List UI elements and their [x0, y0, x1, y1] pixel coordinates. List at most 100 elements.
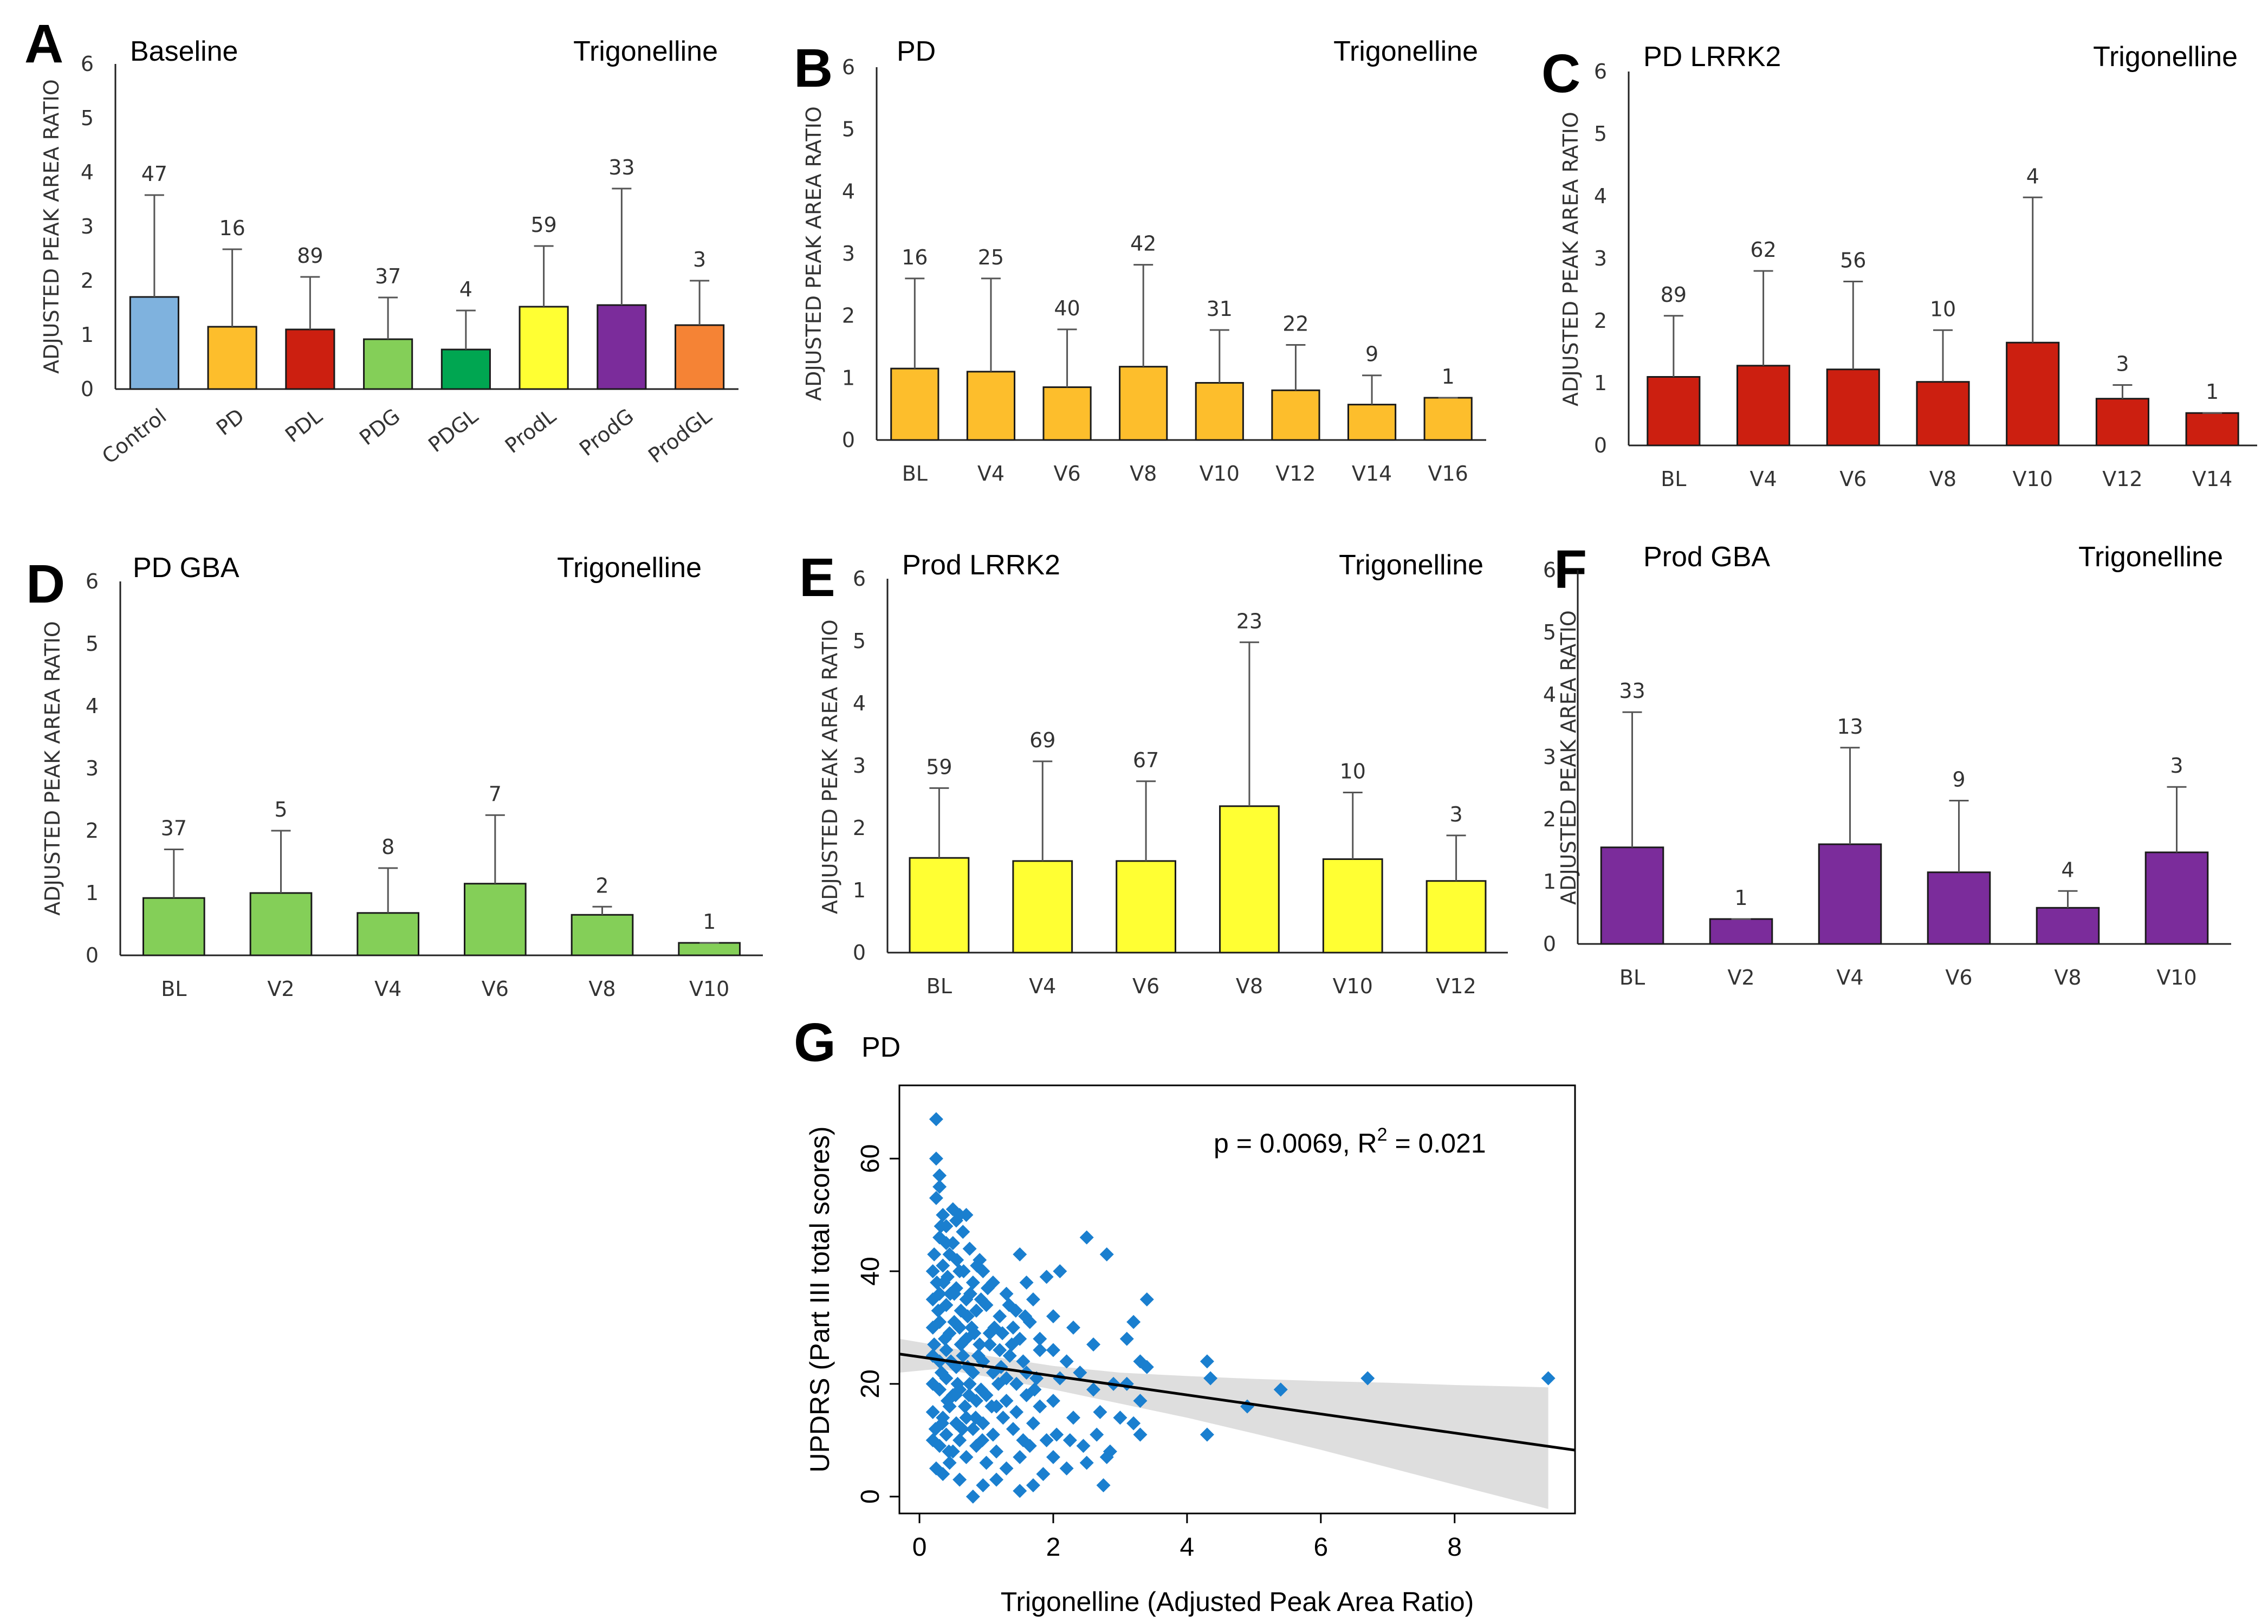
- x-tick-label: V4: [977, 462, 1005, 486]
- data-point: [932, 1382, 947, 1397]
- panel-letter: A: [24, 14, 63, 74]
- data-point: [925, 1405, 940, 1419]
- data-point: [947, 1315, 962, 1329]
- bar: [1423, 397, 1473, 441]
- y-tick-label: 1: [81, 323, 94, 347]
- bar: [285, 328, 335, 390]
- y-tick-label: 3: [1594, 247, 1607, 270]
- bar: [440, 348, 491, 390]
- data-point: [1139, 1360, 1154, 1374]
- data-point: [1013, 1247, 1027, 1261]
- panel-title: PD GBA: [133, 552, 239, 584]
- data-point: [935, 1416, 950, 1431]
- y-tick-label: 3: [86, 756, 99, 780]
- data-point: [936, 1467, 950, 1481]
- x-tick-label: V8: [1929, 467, 1956, 491]
- data-point: [973, 1337, 987, 1352]
- x-tick-label: V8: [1236, 974, 1263, 998]
- y-axis-label: ADJUSTED PEAK AREA RATIO: [802, 106, 826, 401]
- data-point: [1066, 1411, 1081, 1425]
- sample-size-label: 69: [1029, 728, 1055, 752]
- sample-size-label: 37: [375, 264, 401, 288]
- x-axis-label: Trigonelline (Adjusted Peak Area Ratio): [1001, 1587, 1474, 1617]
- data-point: [1022, 1439, 1037, 1453]
- panel-title: Prod LRRK2: [902, 549, 1060, 581]
- panel-letter: G: [794, 1012, 836, 1073]
- x-tick-label: V4: [1749, 467, 1777, 491]
- data-point: [967, 1326, 982, 1341]
- sample-size-label: 89: [297, 244, 323, 268]
- data-point: [934, 1366, 949, 1380]
- sample-size-label: 10: [1340, 759, 1366, 783]
- data-point: [1033, 1343, 1047, 1357]
- data-point: [1049, 1427, 1064, 1442]
- bar: [597, 304, 647, 390]
- data-point: [1006, 1320, 1020, 1335]
- x-tick-label: V2: [1727, 966, 1754, 989]
- data-point: [1016, 1354, 1031, 1369]
- data-point: [1039, 1270, 1054, 1284]
- y-tick-label: 4: [86, 694, 99, 718]
- data-point: [1079, 1230, 1094, 1245]
- x-tick-label: 0: [912, 1533, 927, 1562]
- panel-c: C PD LRRK2 Trigonelline ADJUSTED PEAK AREA …: [1541, 41, 2257, 491]
- data-point: [1099, 1450, 1114, 1465]
- x-tick-label: 4: [1180, 1533, 1195, 1562]
- regression-line: [899, 1353, 1576, 1452]
- data-point: [959, 1411, 974, 1425]
- data-point: [936, 1258, 950, 1273]
- bar: [357, 912, 420, 956]
- data-point: [955, 1422, 970, 1437]
- y-tick-label: 1: [1543, 870, 1556, 894]
- x-tick-label: 8: [1447, 1533, 1462, 1562]
- sample-size-label: 3: [2170, 754, 2183, 778]
- y-tick-label: 6: [853, 567, 866, 591]
- y-tick-label: 6: [1594, 60, 1607, 83]
- data-point: [932, 1168, 947, 1183]
- y-tick-label: 2: [1543, 807, 1556, 831]
- y-tick-label: 1: [86, 881, 99, 905]
- data-point: [999, 1461, 1014, 1476]
- y-tick-label: 2: [853, 816, 866, 840]
- y-tick-label: 4: [853, 691, 866, 715]
- x-tick-label: BL: [1619, 966, 1645, 989]
- bar: [1347, 404, 1397, 441]
- data-point: [982, 1337, 997, 1352]
- data-point: [974, 1382, 988, 1397]
- data-point: [945, 1236, 960, 1251]
- sample-size-label: 3: [2116, 352, 2129, 376]
- data-point: [939, 1427, 954, 1442]
- stats-annotation: p = 0.0069, R2 = 0.021: [1214, 1124, 1486, 1159]
- data-point: [1026, 1478, 1040, 1493]
- bar: [1322, 858, 1383, 954]
- sample-size-label: 31: [1207, 297, 1233, 321]
- y-tick-label: 2: [842, 304, 855, 328]
- data-point: [954, 1337, 968, 1352]
- sample-size-label: 59: [530, 213, 556, 237]
- sample-size-label: 3: [1449, 803, 1462, 826]
- x-tick-label: BL: [161, 977, 186, 1001]
- sample-size-label: 4: [2061, 858, 2074, 882]
- data-point: [1139, 1292, 1154, 1306]
- y-axis-label: ADJUSTED PEAK AREA RATIO: [818, 619, 842, 914]
- x-tick-label: BL: [926, 974, 952, 998]
- x-tick-label: V8: [1130, 462, 1157, 486]
- y-tick-label: 2: [81, 269, 94, 293]
- y-tick-label: 1: [842, 366, 855, 390]
- data-point: [993, 1309, 1007, 1324]
- bar: [2185, 412, 2239, 447]
- data-point: [971, 1348, 986, 1363]
- bar: [1271, 389, 1320, 441]
- bar: [1195, 382, 1244, 441]
- data-point: [968, 1411, 983, 1425]
- y-tick-label: 20: [856, 1369, 885, 1398]
- sample-size-label: 4: [2026, 164, 2039, 188]
- data-point: [986, 1427, 1000, 1442]
- sample-size-label: 4: [459, 277, 472, 301]
- metabolite-title: Trigonelline: [1339, 549, 1483, 581]
- data-point: [1046, 1343, 1060, 1357]
- bar: [1219, 805, 1280, 954]
- bar: [1012, 860, 1073, 954]
- data-point: [965, 1422, 980, 1437]
- y-tick-label: 0: [1594, 434, 1607, 457]
